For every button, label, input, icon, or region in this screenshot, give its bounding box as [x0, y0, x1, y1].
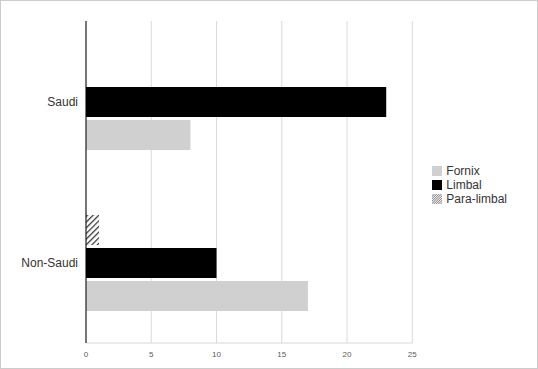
html-text:Limbal: Limbal	[446, 177, 482, 192]
svg-text:25: 25	[408, 350, 417, 359]
svg-text:Non-Saudi: Non-Saudi	[21, 256, 78, 270]
svg-text:5: 5	[149, 350, 154, 359]
html-text:Fornix: Fornix	[446, 163, 480, 178]
svg-text:15: 15	[277, 350, 286, 359]
html-text:Para-limbal: Para-limbal	[446, 191, 507, 206]
svg-text:10: 10	[212, 350, 221, 359]
svg-text:0: 0	[84, 350, 89, 359]
svg-text:Saudi: Saudi	[47, 95, 78, 109]
svg-text:20: 20	[343, 350, 352, 359]
